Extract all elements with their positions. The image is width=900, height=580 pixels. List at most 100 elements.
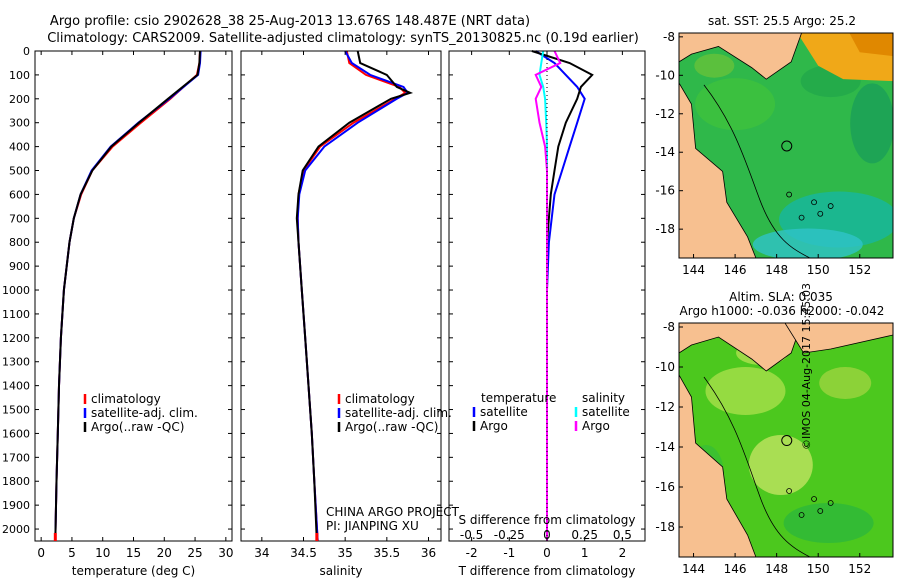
difference-panel: -2 -1 0 1 2 T difference from climatology S di… [448,50,646,578]
difference-top-tick-label: 0 [543,528,551,542]
sst-map-ocean-patch [695,78,776,131]
difference-temperature-legend-label: satellite [480,405,528,419]
difference-salinity-legend-label: Argo [582,419,610,433]
sla-map-xtick-label: 152 [848,562,871,576]
sla-map-ytick-label: -12 [655,400,675,414]
temperature-panel: 0 5 10 15 20 25 300100200300400500600700800900… [2,45,233,578]
difference-xlabel-top: S difference from climatology [459,513,636,527]
difference-xtick-label: -1 [503,546,515,560]
sla-map-panel: 144 146 148 150 152 -8 -10 -12 -14 -16 -18 Altim. S… [655,290,894,576]
sst-map-profile-marker [781,140,793,152]
temperature-line-climatology [54,50,201,542]
temperature-line-argo-raw-qc- [54,50,201,542]
temperature-xtick-label: 15 [126,546,141,560]
sst-map-shelf-contour [703,84,811,258]
temperature-ytick-label: 400 [9,141,30,154]
sla-map-xtick-label: 144 [682,562,705,576]
sla-map-title: Altim. SLA: 0.035 [729,290,833,304]
sla-map-profile-marker [781,435,793,447]
sst-map-xtick-label: 148 [765,263,788,277]
sst-map-reef [798,214,805,221]
salinity-legend-label: satellite-adj. clim. [345,406,452,420]
sst-map-ytick-label: -12 [655,107,675,121]
difference-xtick-label: -2 [466,546,478,560]
sst-map-panel: 144 146 148 150 152 -8 -10 -12 -14 -16 -18 sat. SST… [655,14,894,277]
temperature-ytick-label: 0 [23,45,30,58]
sst-map-xtick-label: 144 [682,263,705,277]
sst-map-xtick-label: 146 [724,263,747,277]
sst-map-body [679,33,893,258]
credit-pi: PI: JIANPING XU [326,519,419,533]
sst-map-reef [786,191,793,198]
temperature-ytick-label: 600 [9,188,30,201]
difference-xlabel: T difference from climatology [458,564,636,578]
sla-map-ocean-patch [748,435,813,495]
sla-map-frame [678,322,894,558]
temperature-xtick-label: 20 [157,546,172,560]
sst-map-warmest-water [849,33,893,57]
credit-project: CHINA ARGO PROJECT [326,505,460,519]
sla-map-xtick-label: 148 [765,562,788,576]
sst-map-xtick-label: 150 [807,263,830,277]
sst-map-ytick-label: -8 [663,30,675,44]
sla-map-reef [811,496,817,502]
sla-map-reef [786,488,793,494]
temperature-xtick-label: 0 [37,546,45,560]
sla-map-xtick-label: 146 [724,562,747,576]
salinity-xtick-label: 36 [421,546,436,560]
difference-top-tick-label: -0.25 [494,528,525,542]
sla-map-land-australia [679,374,757,557]
sst-map-reef [811,199,817,206]
sla-map-reef [817,508,824,514]
sst-map-ocean-patch [694,53,735,78]
sst-map-land-new-guinea [679,33,803,80]
sla-map-ytick-label: -14 [655,440,675,454]
header-line1: Argo profile: csio 2902628_38 25-Aug-201… [50,14,530,29]
temperature-ytick-label: 1500 [2,404,30,417]
sla-map-ytick-label: -10 [655,360,675,374]
temperature-ytick-label: 1700 [2,451,30,464]
sla-map-reef [798,512,805,518]
temperature-ytick-label: 1100 [2,308,30,321]
sst-map-reef [827,203,834,209]
salinity-xtick-label: 34.5 [290,546,317,560]
sst-map-ocean-patch [752,228,863,258]
temperature-legend-label: climatology [91,392,161,406]
temperature-xlabel: temperature (deg C) [72,564,195,578]
temperature-ytick-label: 1900 [2,499,30,512]
difference-xtick-label: 2 [619,546,627,560]
temperature-legend-label: Argo(..raw -QC) [91,420,184,434]
difference-temperature-legend-label: Argo [480,419,508,433]
temperature-xtick-label: 5 [68,546,76,560]
sst-map-frame [678,32,894,259]
salinity-xtick-label: 35 [338,546,353,560]
sla-map-ocean-patch [819,367,872,399]
header-line2: Climatology: CARS2009. Satellite-adjuste… [47,31,639,46]
temperature-ytick-label: 1600 [2,427,30,440]
temperature-line-satellite-adj-clim- [54,50,202,542]
sla-map-ytick-label: -18 [655,520,675,534]
temperature-ytick-label: 2000 [2,523,30,536]
salinity-xtick-label: 34 [254,546,269,560]
sst-map-xtick-label: 152 [848,263,871,277]
temperature-ytick-label: 900 [9,260,30,273]
sst-map-ytick-label: -16 [655,184,675,198]
temperature-ytick-label: 300 [9,117,30,130]
sst-map-ytick-label: -18 [655,222,675,236]
difference-line-temperature-satellite [535,50,586,541]
sla-map-ytick-label: -16 [655,480,675,494]
temperature-ytick-label: 1000 [2,284,30,297]
temperature-legend-label: satellite-adj. clim. [91,406,198,420]
temperature-ytick-label: 1300 [2,356,30,369]
salinity-frame [240,50,442,542]
difference-legend-title-temperature: temperature [481,391,556,405]
salinity-line-argo-raw-qc- [295,50,414,542]
sla-map-ytick-label: -8 [663,320,675,334]
salinity-legend-label: Argo(..raw -QC) [345,420,438,434]
salinity-legend-label: climatology [345,392,415,406]
difference-top-tick-label: 0.5 [613,528,632,542]
temperature-ytick-label: 500 [9,165,30,178]
temperature-frame [34,50,233,542]
temperature-ytick-label: 200 [9,93,30,106]
